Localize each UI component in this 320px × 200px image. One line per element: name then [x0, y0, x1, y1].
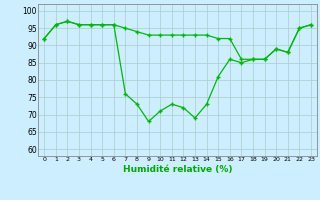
X-axis label: Humidité relative (%): Humidité relative (%)	[123, 165, 232, 174]
